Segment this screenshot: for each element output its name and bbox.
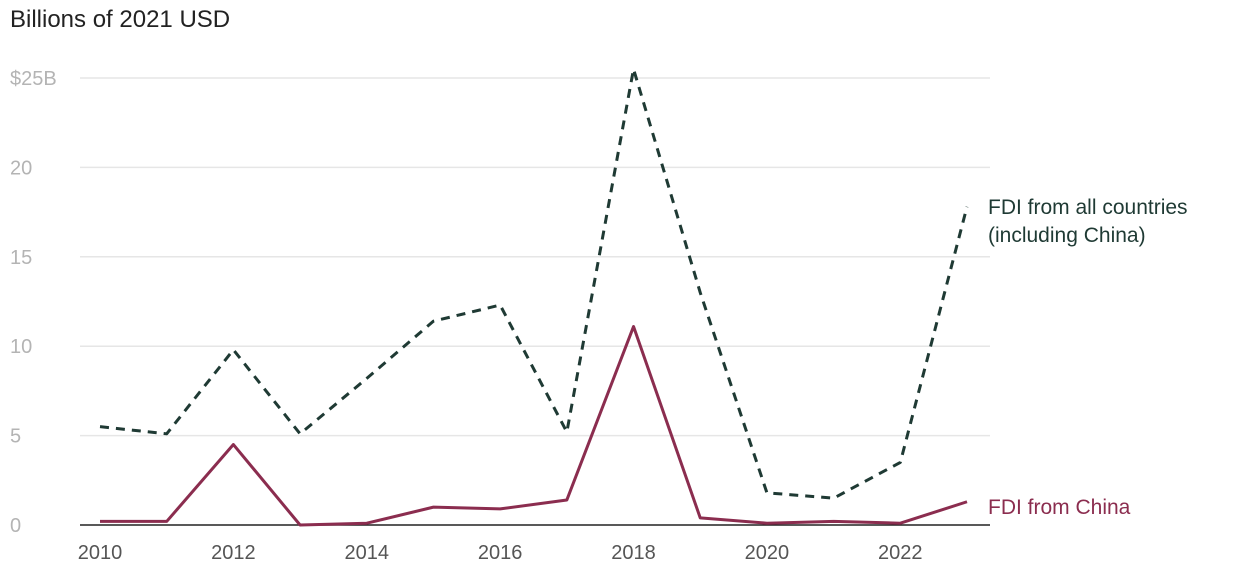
x-tick-label: 2012: [211, 542, 256, 564]
series-line-all-countries: [99, 67, 969, 500]
x-tick-label: 2022: [878, 542, 923, 564]
y-tick-label: 20: [10, 157, 32, 179]
series-labels: FDI from all countries (including China) F…: [988, 196, 1188, 519]
x-tick-label: 2018: [611, 542, 656, 564]
y-tick-label: 10: [10, 336, 32, 358]
series-line-china: [100, 325, 968, 527]
y-tick-label: 0: [10, 515, 21, 537]
x-axis-ticks: 2010 2012 2014 2016 2018 2020 2022: [78, 542, 923, 564]
x-tick-label: 2020: [745, 542, 790, 564]
gridlines: [80, 77, 990, 437]
series-label-all-countries: FDI from all countries (including China): [988, 196, 1188, 247]
y-tick-label: 15: [10, 247, 32, 269]
x-tick-label: 2014: [345, 542, 390, 564]
y-tick-label: $25B: [10, 68, 57, 90]
x-tick-label: 2016: [478, 542, 523, 564]
x-tick-label: 2010: [78, 542, 123, 564]
y-axis-ticks: 0 5 10 15 20 $25B: [10, 68, 57, 537]
unit-label: Billions of 2021 USD: [10, 6, 231, 33]
series-lines: [99, 67, 969, 527]
y-tick-label: 5: [10, 426, 21, 448]
series-label-china: FDI from China: [988, 496, 1131, 519]
